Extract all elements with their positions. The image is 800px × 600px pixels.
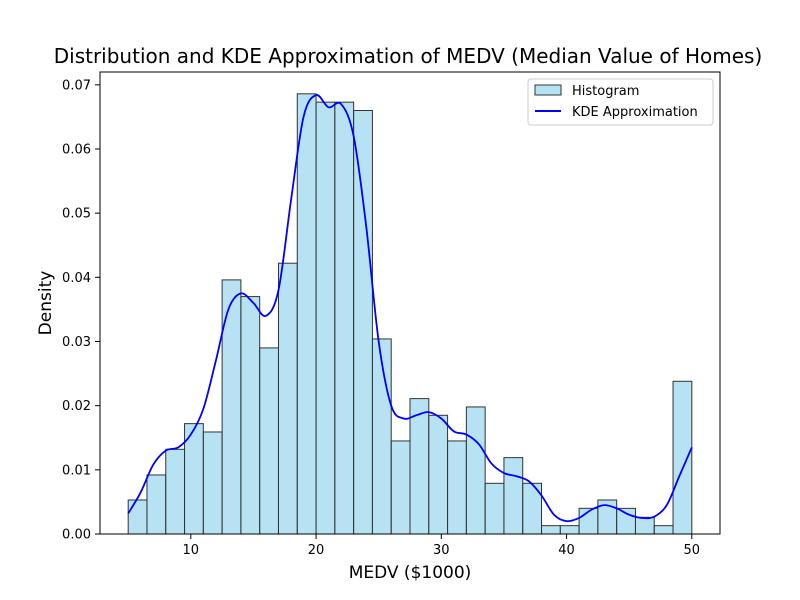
histogram-bar [672, 380, 693, 535]
y-tick-label: 0.00 [62, 528, 91, 543]
kde-layer [127, 94, 693, 523]
y-tick-label: 0.03 [62, 335, 91, 350]
histogram-bar [428, 414, 449, 535]
histogram-bar [409, 398, 430, 535]
histogram-bar [503, 457, 524, 535]
y-tick-label: 0.02 [62, 399, 91, 414]
y-tick-label: 0.07 [62, 78, 91, 93]
histogram-bar [296, 93, 317, 535]
legend: Histogram KDE Approximation [527, 78, 714, 126]
histogram-bar [240, 296, 261, 535]
x-tick-label: 40 [558, 543, 575, 558]
histogram-bar [146, 474, 167, 535]
y-tick-label: 0.01 [62, 463, 91, 478]
chart-title: Distribution and KDE Approximation of ME… [54, 44, 763, 68]
histogram-bar [353, 110, 373, 535]
kde-line [127, 94, 693, 523]
x-tick-label: 50 [684, 543, 701, 558]
y-tick-label: 0.04 [62, 271, 91, 286]
histogram-bar [390, 440, 411, 535]
histogram-bar [559, 525, 580, 535]
x-tick-label: 20 [308, 543, 325, 558]
histogram-bar [634, 516, 655, 535]
x-tick-label: 30 [433, 543, 450, 558]
histogram-bar [277, 262, 298, 535]
x-axis-label: MEDV ($1000) [349, 563, 472, 583]
y-tick-label: 0.06 [62, 143, 91, 158]
axes-frame [99, 71, 721, 535]
legend-histogram-label: Histogram [572, 84, 639, 99]
histogram-bar [541, 525, 561, 535]
histogram-bar [616, 507, 636, 535]
y-axis-label: Density [36, 271, 56, 336]
histogram-bar [165, 448, 186, 535]
histogram-bar [653, 525, 674, 535]
y-axis-ticks: 0.00 0.01 0.02 0.03 0.04 0.05 0.06 0.07 [62, 78, 100, 543]
legend-box [527, 78, 714, 126]
histogram-bar [484, 482, 505, 535]
x-axis-ticks: 10 20 30 40 50 [183, 534, 701, 558]
histogram-bar [334, 101, 355, 535]
legend-histogram-swatch [534, 84, 562, 96]
histogram-bar [127, 499, 148, 535]
histogram-bar [202, 431, 223, 535]
histogram-bar [259, 347, 279, 535]
histogram-bars [127, 93, 693, 535]
histogram-bar [465, 406, 486, 535]
y-tick-label: 0.05 [62, 207, 91, 222]
histogram-bar [371, 338, 392, 535]
x-tick-label: 10 [183, 543, 200, 558]
histogram-bar [315, 101, 336, 535]
legend-kde-label: KDE Approximation [572, 105, 698, 120]
histogram-bar [447, 440, 467, 535]
